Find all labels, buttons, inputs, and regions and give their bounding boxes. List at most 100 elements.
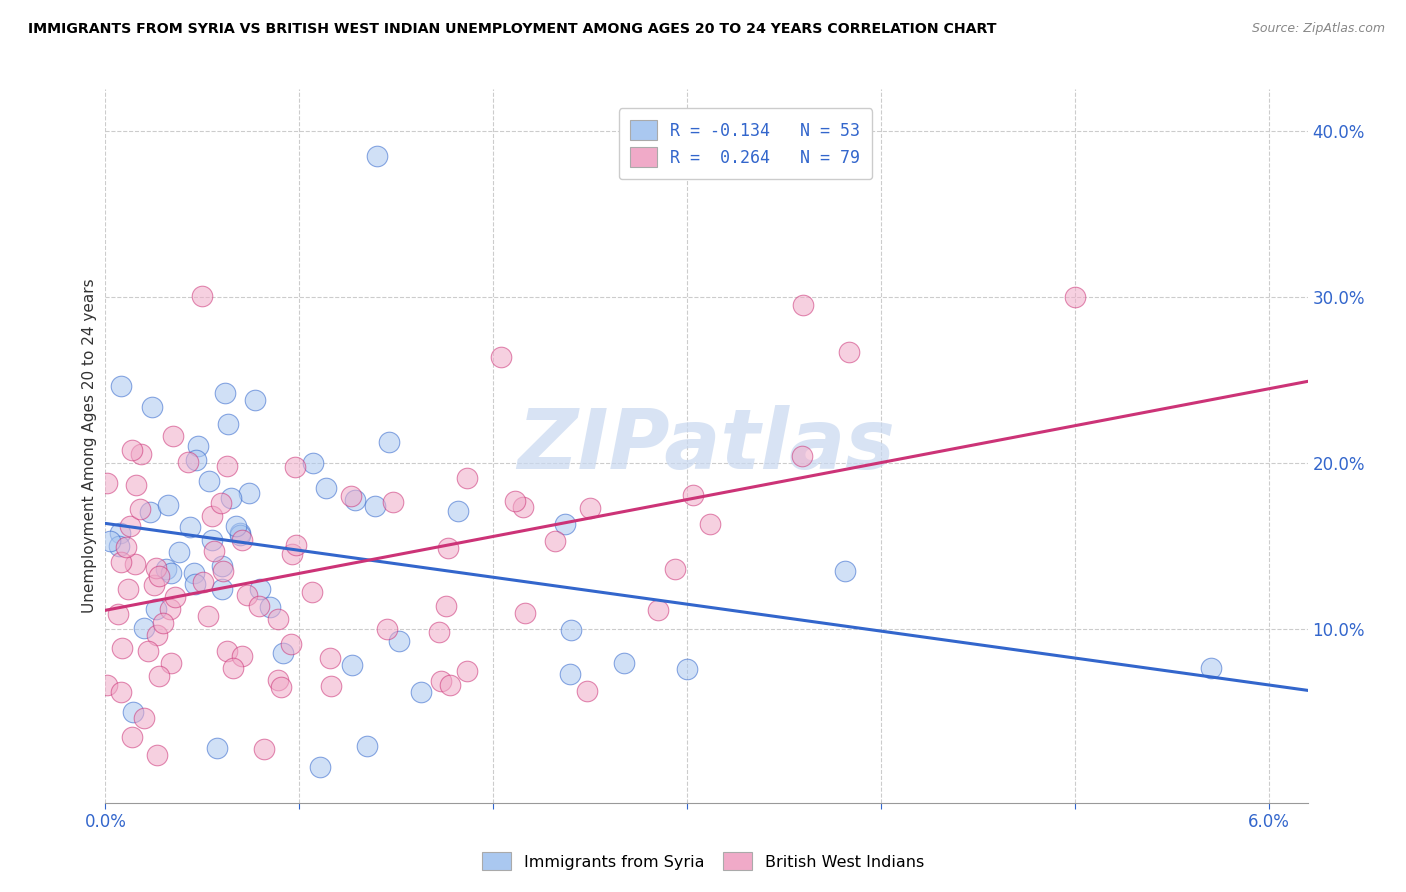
Point bbox=[167, 544, 190, 558]
Point bbox=[121, 730, 143, 744]
Point bbox=[375, 622, 398, 636]
Point bbox=[339, 489, 361, 503]
Point bbox=[107, 607, 129, 621]
Point bbox=[96, 678, 118, 692]
Point bbox=[447, 504, 470, 518]
Point bbox=[197, 474, 219, 488]
Text: Source: ZipAtlas.com: Source: ZipAtlas.com bbox=[1251, 22, 1385, 36]
Point bbox=[436, 541, 458, 555]
Point bbox=[388, 633, 411, 648]
Point bbox=[321, 679, 343, 693]
Point bbox=[613, 656, 636, 670]
Point bbox=[273, 646, 295, 660]
Point bbox=[544, 533, 567, 548]
Point bbox=[436, 599, 458, 613]
Point bbox=[699, 517, 721, 532]
Point bbox=[554, 516, 576, 531]
Point bbox=[110, 685, 132, 699]
Point bbox=[121, 442, 143, 457]
Point bbox=[142, 578, 165, 592]
Point bbox=[229, 528, 252, 542]
Y-axis label: Unemployment Among Ages 20 to 24 years: Unemployment Among Ages 20 to 24 years bbox=[82, 278, 97, 614]
Point bbox=[231, 649, 253, 664]
Point bbox=[211, 495, 233, 509]
Point bbox=[163, 590, 186, 604]
Point bbox=[252, 741, 274, 756]
Point bbox=[363, 499, 385, 513]
Point bbox=[148, 669, 170, 683]
Point bbox=[456, 471, 478, 485]
Point bbox=[792, 450, 814, 464]
Point bbox=[132, 711, 155, 725]
Point bbox=[301, 584, 323, 599]
Point bbox=[439, 678, 461, 692]
Point bbox=[187, 439, 209, 453]
Point bbox=[302, 456, 325, 470]
Point bbox=[675, 662, 697, 676]
Point bbox=[503, 493, 526, 508]
Point bbox=[664, 561, 686, 575]
Point bbox=[575, 684, 598, 698]
Point bbox=[145, 561, 167, 575]
Point bbox=[211, 582, 233, 596]
Point bbox=[98, 534, 121, 549]
Point bbox=[427, 625, 450, 640]
Point bbox=[247, 599, 270, 613]
Point bbox=[281, 547, 304, 561]
Point bbox=[146, 747, 169, 762]
Point bbox=[319, 651, 342, 665]
Point bbox=[197, 609, 219, 624]
Point bbox=[111, 640, 134, 655]
Point bbox=[207, 740, 229, 755]
Point bbox=[231, 533, 253, 547]
Point bbox=[579, 501, 602, 516]
Point bbox=[560, 623, 582, 637]
Point bbox=[122, 705, 145, 719]
Point bbox=[211, 558, 233, 573]
Point bbox=[366, 148, 388, 162]
Legend: R = -0.134   N = 53, R =  0.264   N = 79: R = -0.134 N = 53, R = 0.264 N = 79 bbox=[619, 108, 872, 179]
Point bbox=[834, 564, 856, 578]
Point bbox=[120, 519, 142, 533]
Point bbox=[139, 505, 162, 519]
Point bbox=[148, 569, 170, 583]
Point bbox=[117, 582, 139, 597]
Point bbox=[115, 540, 138, 554]
Point bbox=[138, 644, 160, 658]
Point bbox=[124, 557, 146, 571]
Point bbox=[214, 385, 236, 400]
Point bbox=[211, 564, 233, 578]
Point bbox=[356, 739, 378, 753]
Point bbox=[382, 495, 405, 509]
Point bbox=[222, 661, 245, 675]
Point bbox=[235, 588, 257, 602]
Point bbox=[128, 501, 150, 516]
Point bbox=[456, 665, 478, 679]
Point bbox=[647, 603, 669, 617]
Point bbox=[108, 525, 131, 540]
Legend: Immigrants from Syria, British West Indians: Immigrants from Syria, British West Indi… bbox=[475, 846, 931, 877]
Point bbox=[411, 684, 433, 698]
Point bbox=[792, 298, 814, 312]
Point bbox=[96, 476, 118, 491]
Point bbox=[245, 393, 267, 408]
Point bbox=[219, 491, 242, 505]
Point bbox=[110, 555, 132, 569]
Point bbox=[107, 539, 129, 553]
Point bbox=[162, 429, 184, 443]
Point bbox=[177, 455, 200, 469]
Point bbox=[340, 657, 363, 672]
Point bbox=[125, 477, 148, 491]
Point bbox=[160, 566, 183, 581]
Point bbox=[145, 628, 167, 642]
Point bbox=[838, 345, 860, 359]
Point bbox=[1064, 290, 1087, 304]
Point bbox=[202, 544, 225, 558]
Point bbox=[308, 759, 330, 773]
Point bbox=[155, 562, 177, 576]
Point bbox=[183, 566, 205, 581]
Point bbox=[285, 538, 308, 552]
Point bbox=[200, 509, 222, 524]
Point bbox=[249, 582, 271, 596]
Point bbox=[160, 657, 183, 671]
